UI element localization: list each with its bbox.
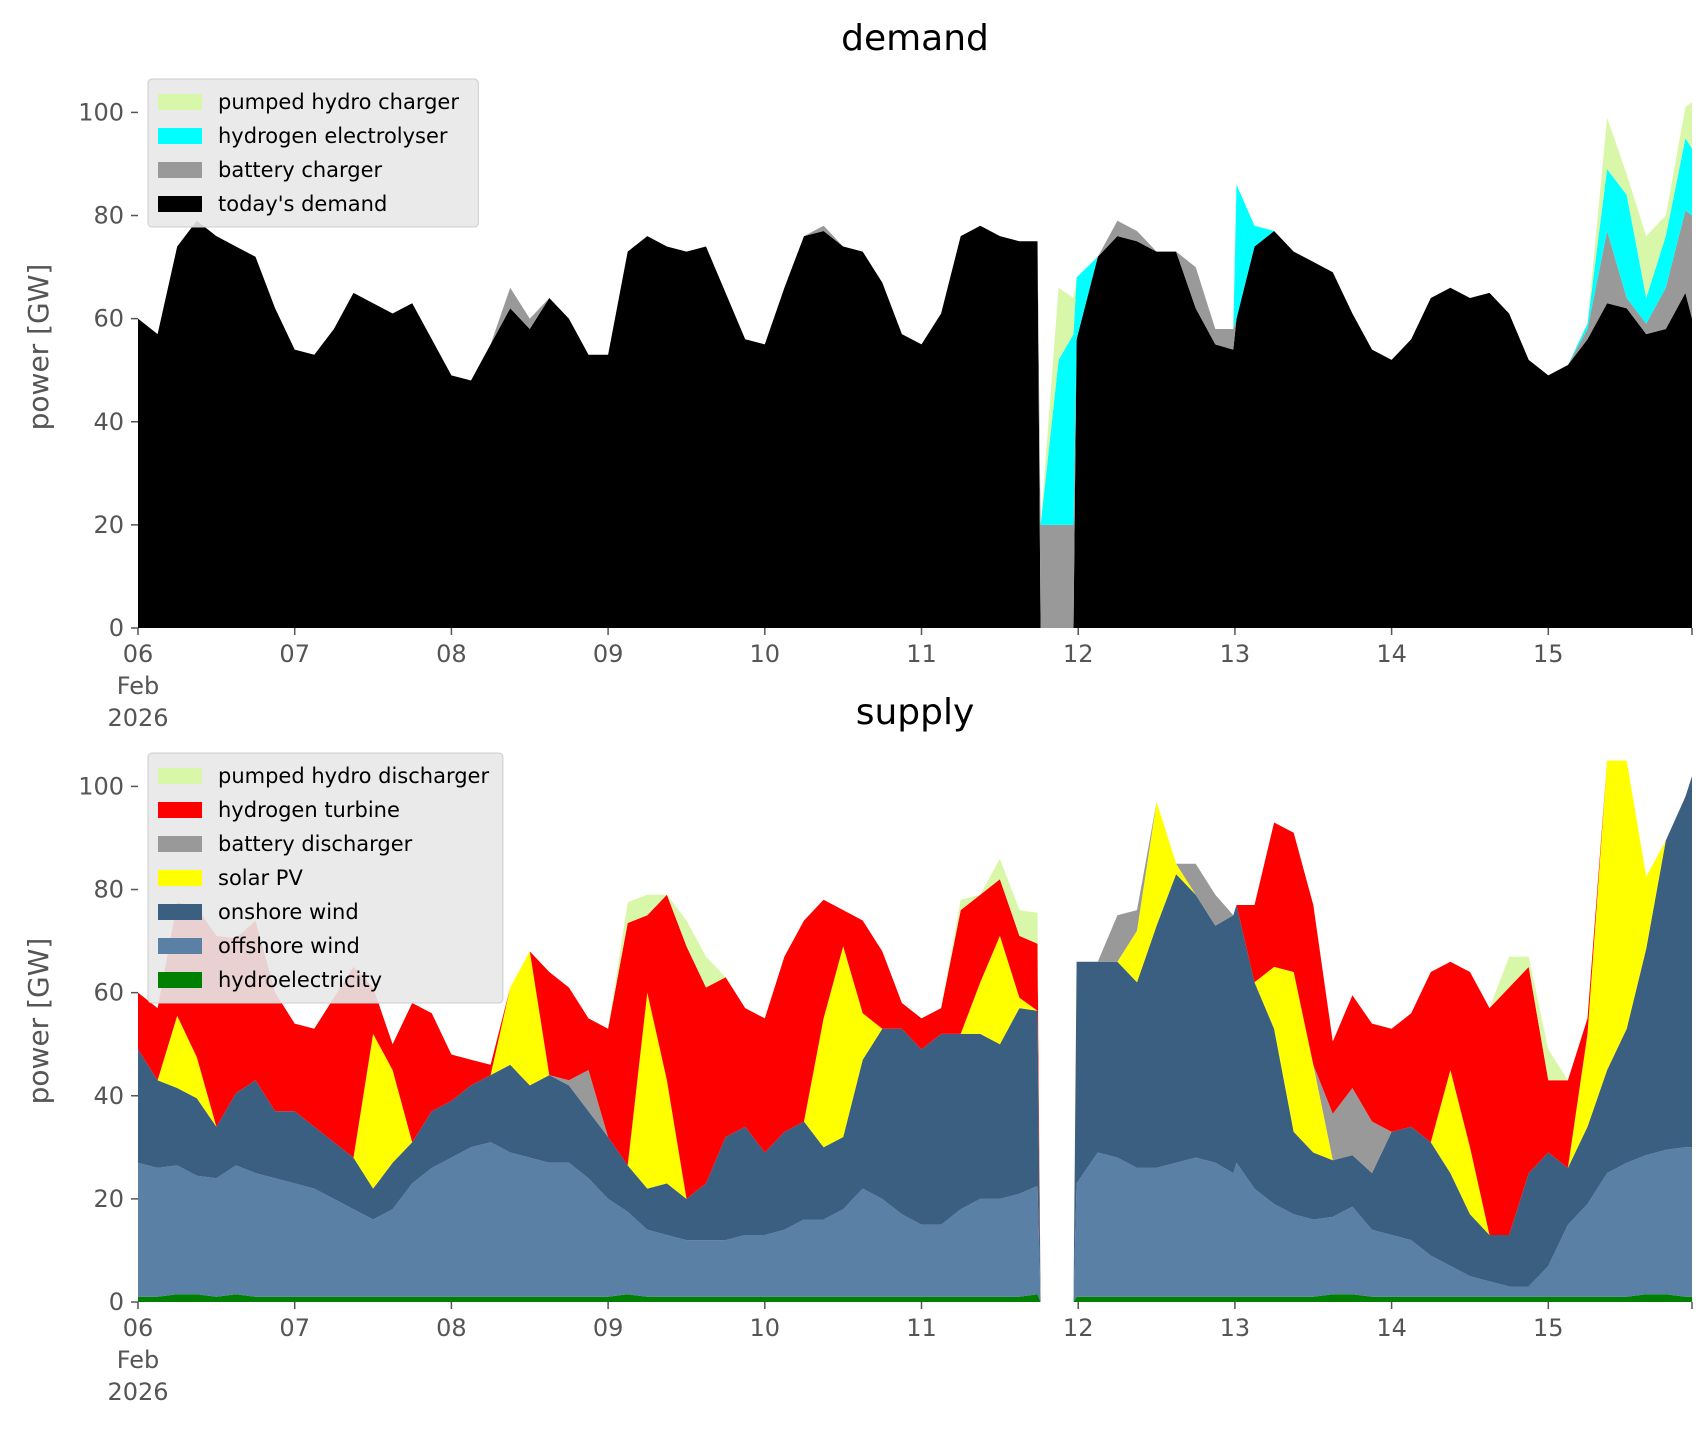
legend-entry: today's demand: [218, 192, 387, 216]
x-tick-label: 12: [1063, 640, 1094, 668]
area-battery-charger: [138, 210, 1692, 628]
x-tick-label: 13: [1220, 640, 1251, 668]
chart-title: demand: [841, 18, 989, 59]
x-tick-label: 13: [1220, 1314, 1251, 1342]
legend-entry: battery discharger: [218, 832, 413, 856]
legend-entry: offshore wind: [218, 934, 360, 958]
x-tick-label: 10: [750, 640, 781, 668]
y-tick-label: 80: [93, 876, 124, 904]
x-tick-label: 12: [1063, 1314, 1094, 1342]
x-tick-label: 08: [436, 640, 467, 668]
legend-swatch: [158, 972, 202, 988]
stacked-areas: [138, 760, 1692, 1302]
x-tick-label: 06: [123, 1314, 154, 1342]
y-tick-label: 100: [78, 98, 124, 126]
area-hydroelectricity: [138, 1294, 1692, 1302]
legend-swatch: [158, 196, 202, 212]
legend-swatch: [158, 162, 202, 178]
legend-entry: solar PV: [218, 866, 303, 890]
y-tick-label: 60: [93, 979, 124, 1007]
legend-entry: pumped hydro discharger: [218, 764, 489, 788]
legend-entry: pumped hydro charger: [218, 90, 459, 114]
chart-title: supply: [856, 692, 975, 733]
legend-swatch: [158, 94, 202, 110]
legend-entry: battery charger: [218, 158, 383, 182]
legend-swatch: [158, 938, 202, 954]
x-tick-label: Feb: [117, 672, 160, 700]
y-tick-label: 80: [93, 202, 124, 230]
y-tick-label: 0: [109, 1288, 124, 1316]
x-tick-label: 08: [436, 1314, 467, 1342]
area-offshore-wind: [138, 1142, 1692, 1302]
legend: pumped hydro charger hydrogen electrolyse…: [147, 78, 479, 228]
x-tick-label: 10: [750, 1314, 781, 1342]
legend-entry: hydrogen turbine: [218, 798, 400, 822]
legend-swatch: [158, 802, 202, 818]
x-tick-label: 06: [123, 640, 154, 668]
y-axis: 0 20 40 60 80 100: [78, 98, 138, 642]
y-tick-label: 20: [93, 1185, 124, 1213]
area-today-s-demand: [138, 220, 1692, 628]
legend-box: [147, 752, 504, 1004]
legend-swatch: [158, 128, 202, 144]
legend-swatch: [158, 904, 202, 920]
x-tick-label: 11: [906, 1314, 937, 1342]
x-tick-label: 07: [279, 640, 310, 668]
y-tick-label: 20: [93, 511, 124, 539]
legend-entry: hydroelectricity: [218, 968, 382, 992]
x-tick-label: 07: [279, 1314, 310, 1342]
area-onshore-wind: [138, 776, 1692, 1302]
legend-swatch: [158, 870, 202, 886]
y-tick-label: 40: [93, 1082, 124, 1110]
y-tick-label: 40: [93, 408, 124, 436]
y-tick-label: 60: [93, 305, 124, 333]
legend-entry: hydrogen electrolyser: [218, 124, 448, 148]
x-tick-label: 09: [593, 640, 624, 668]
demand-chart: demand 06 Feb 2026 07 08 09 10 11 12 13 14 15 0 20 40 60…: [22, 18, 1693, 732]
legend-swatch: [158, 836, 202, 852]
x-tick-label: 15: [1533, 1314, 1564, 1342]
stacked-areas: [138, 102, 1692, 628]
y-axis: 0 20 40 60 80 100: [78, 772, 138, 1316]
x-tick-label: 14: [1376, 640, 1407, 668]
legend-box: [147, 78, 479, 228]
y-axis-label: power [GW]: [22, 264, 55, 431]
y-tick-label: 0: [109, 614, 124, 642]
legend-entry: onshore wind: [218, 900, 359, 924]
legend-swatch: [158, 768, 202, 784]
x-tick-label: 2026: [107, 704, 168, 732]
y-axis-label: power [GW]: [22, 938, 55, 1105]
x-tick-label: 15: [1533, 640, 1564, 668]
legend: pumped hydro discharger hydrogen turbine b…: [147, 752, 504, 1004]
x-tick-label: Feb: [117, 1346, 160, 1374]
area-hydrogen-turbine: [138, 760, 1692, 1302]
x-axis: 06 Feb 2026 07 08 09 10 11 12 13 14 15: [107, 1302, 1693, 1406]
x-tick-label: 09: [593, 1314, 624, 1342]
x-tick-label: 14: [1376, 1314, 1407, 1342]
x-tick-label: 11: [906, 640, 937, 668]
x-tick-label: 2026: [107, 1378, 168, 1406]
x-axis: 06 Feb 2026 07 08 09 10 11 12 13 14 15: [107, 628, 1693, 732]
y-tick-label: 100: [78, 772, 124, 800]
supply-chart: supply 06 Feb 2026 07 08 09 10 11 12 13 14 15 0 20 40 60…: [22, 692, 1693, 1406]
